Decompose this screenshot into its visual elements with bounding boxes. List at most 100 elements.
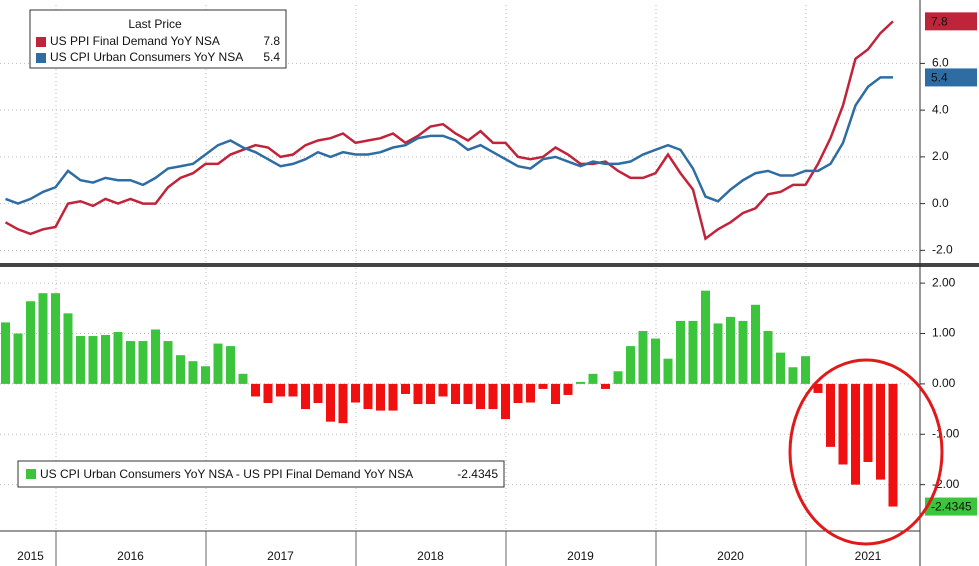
bar	[701, 290, 710, 384]
bar	[826, 383, 835, 447]
marks-layer	[1, 20, 898, 507]
bar	[438, 383, 448, 397]
y-tick-label: 2.0	[932, 149, 949, 163]
bar	[288, 383, 298, 397]
bar	[263, 383, 273, 404]
x-tick-label: 2017	[267, 549, 294, 563]
bar	[76, 336, 85, 384]
legend-label: US PPI Final Demand YoY NSA	[50, 34, 220, 48]
bar	[888, 383, 898, 507]
bar	[751, 304, 760, 384]
y-tick-label: 2.00	[932, 275, 956, 289]
bar	[313, 383, 323, 404]
legend-label: US CPI Urban Consumers YoY NSA	[50, 50, 243, 64]
x-tick-label: 2020	[717, 549, 744, 563]
legend-box	[29, 9, 287, 69]
bar	[776, 352, 785, 384]
x-tick-label: 2019	[567, 549, 594, 563]
bar	[538, 383, 548, 389]
bar	[363, 383, 373, 410]
bar	[488, 383, 498, 410]
bar	[863, 383, 873, 462]
bar	[276, 383, 285, 397]
bar	[176, 355, 185, 384]
bar	[13, 333, 23, 384]
legend-box	[17, 460, 505, 488]
year-separators	[55, 531, 807, 566]
line-series	[5, 76, 893, 205]
x-tick-label: 2015	[17, 549, 44, 563]
bar	[201, 366, 210, 384]
bar	[351, 383, 360, 403]
line-series	[4, 20, 894, 241]
bar	[563, 383, 573, 395]
bar	[213, 343, 223, 384]
bar	[713, 323, 723, 384]
last-value-badge	[925, 12, 977, 31]
bar	[613, 371, 623, 384]
bar	[801, 356, 810, 384]
bar	[1, 322, 10, 384]
bar	[501, 383, 510, 420]
legend-value: 7.8	[263, 34, 280, 48]
bar	[26, 301, 35, 384]
highlight-ellipse	[788, 358, 944, 546]
bar	[663, 358, 673, 384]
legend-swatch	[36, 53, 46, 63]
bar	[476, 383, 485, 410]
bar	[788, 367, 798, 384]
bar	[688, 320, 698, 384]
bar	[551, 383, 560, 405]
x-tick-label: 2018	[417, 549, 444, 563]
bar	[576, 381, 585, 384]
bar	[226, 346, 235, 384]
last-value-label: -2.4345	[931, 500, 972, 514]
last-value-label: 5.4	[931, 71, 948, 85]
bar	[238, 373, 248, 384]
y-tick-label: 6.0	[932, 56, 949, 70]
bar	[726, 316, 735, 384]
bar	[413, 383, 423, 405]
bar	[163, 341, 173, 384]
legend-swatch	[26, 469, 36, 479]
last-value-badge	[925, 68, 977, 87]
bar	[126, 341, 135, 384]
y-tick-label: -1.00	[932, 426, 960, 440]
bar	[338, 383, 348, 424]
bar	[651, 338, 660, 384]
legend-label: US CPI Urban Consumers YoY NSA - US PPI …	[40, 467, 413, 481]
bar	[38, 293, 48, 384]
bar	[638, 330, 648, 384]
x-tick-label: 2016	[117, 549, 144, 563]
x-tick-label: 2021	[855, 549, 882, 563]
last-value-label: 7.8	[931, 15, 948, 29]
last-value-badge	[925, 497, 977, 516]
bar	[463, 383, 473, 405]
bar	[151, 329, 160, 384]
grid-layer	[0, 5, 920, 530]
bar	[301, 383, 310, 410]
legend-value: -2.4345	[457, 467, 498, 481]
bar	[838, 383, 848, 465]
y-tick-label: 4.0	[932, 102, 949, 116]
bar	[588, 373, 598, 384]
bar	[138, 341, 148, 384]
bar	[251, 383, 260, 397]
legend-value: 5.4	[263, 50, 280, 64]
bar	[326, 383, 335, 422]
bar	[763, 330, 773, 384]
legend-swatch	[36, 37, 46, 47]
bar	[376, 383, 385, 411]
bar	[626, 346, 635, 384]
bar	[851, 383, 860, 485]
bar	[426, 383, 435, 405]
bar	[101, 335, 110, 384]
bar	[451, 383, 460, 405]
y-tick-label: -2.0	[932, 242, 953, 256]
bar	[526, 383, 535, 403]
overlay-layer: 6.0 4.0 2.0 0.0 -2.0 7.8 5.4 Last Price US PPI F…	[17, 9, 977, 563]
bar	[388, 383, 398, 411]
bar	[813, 383, 823, 393]
bar	[738, 320, 748, 384]
